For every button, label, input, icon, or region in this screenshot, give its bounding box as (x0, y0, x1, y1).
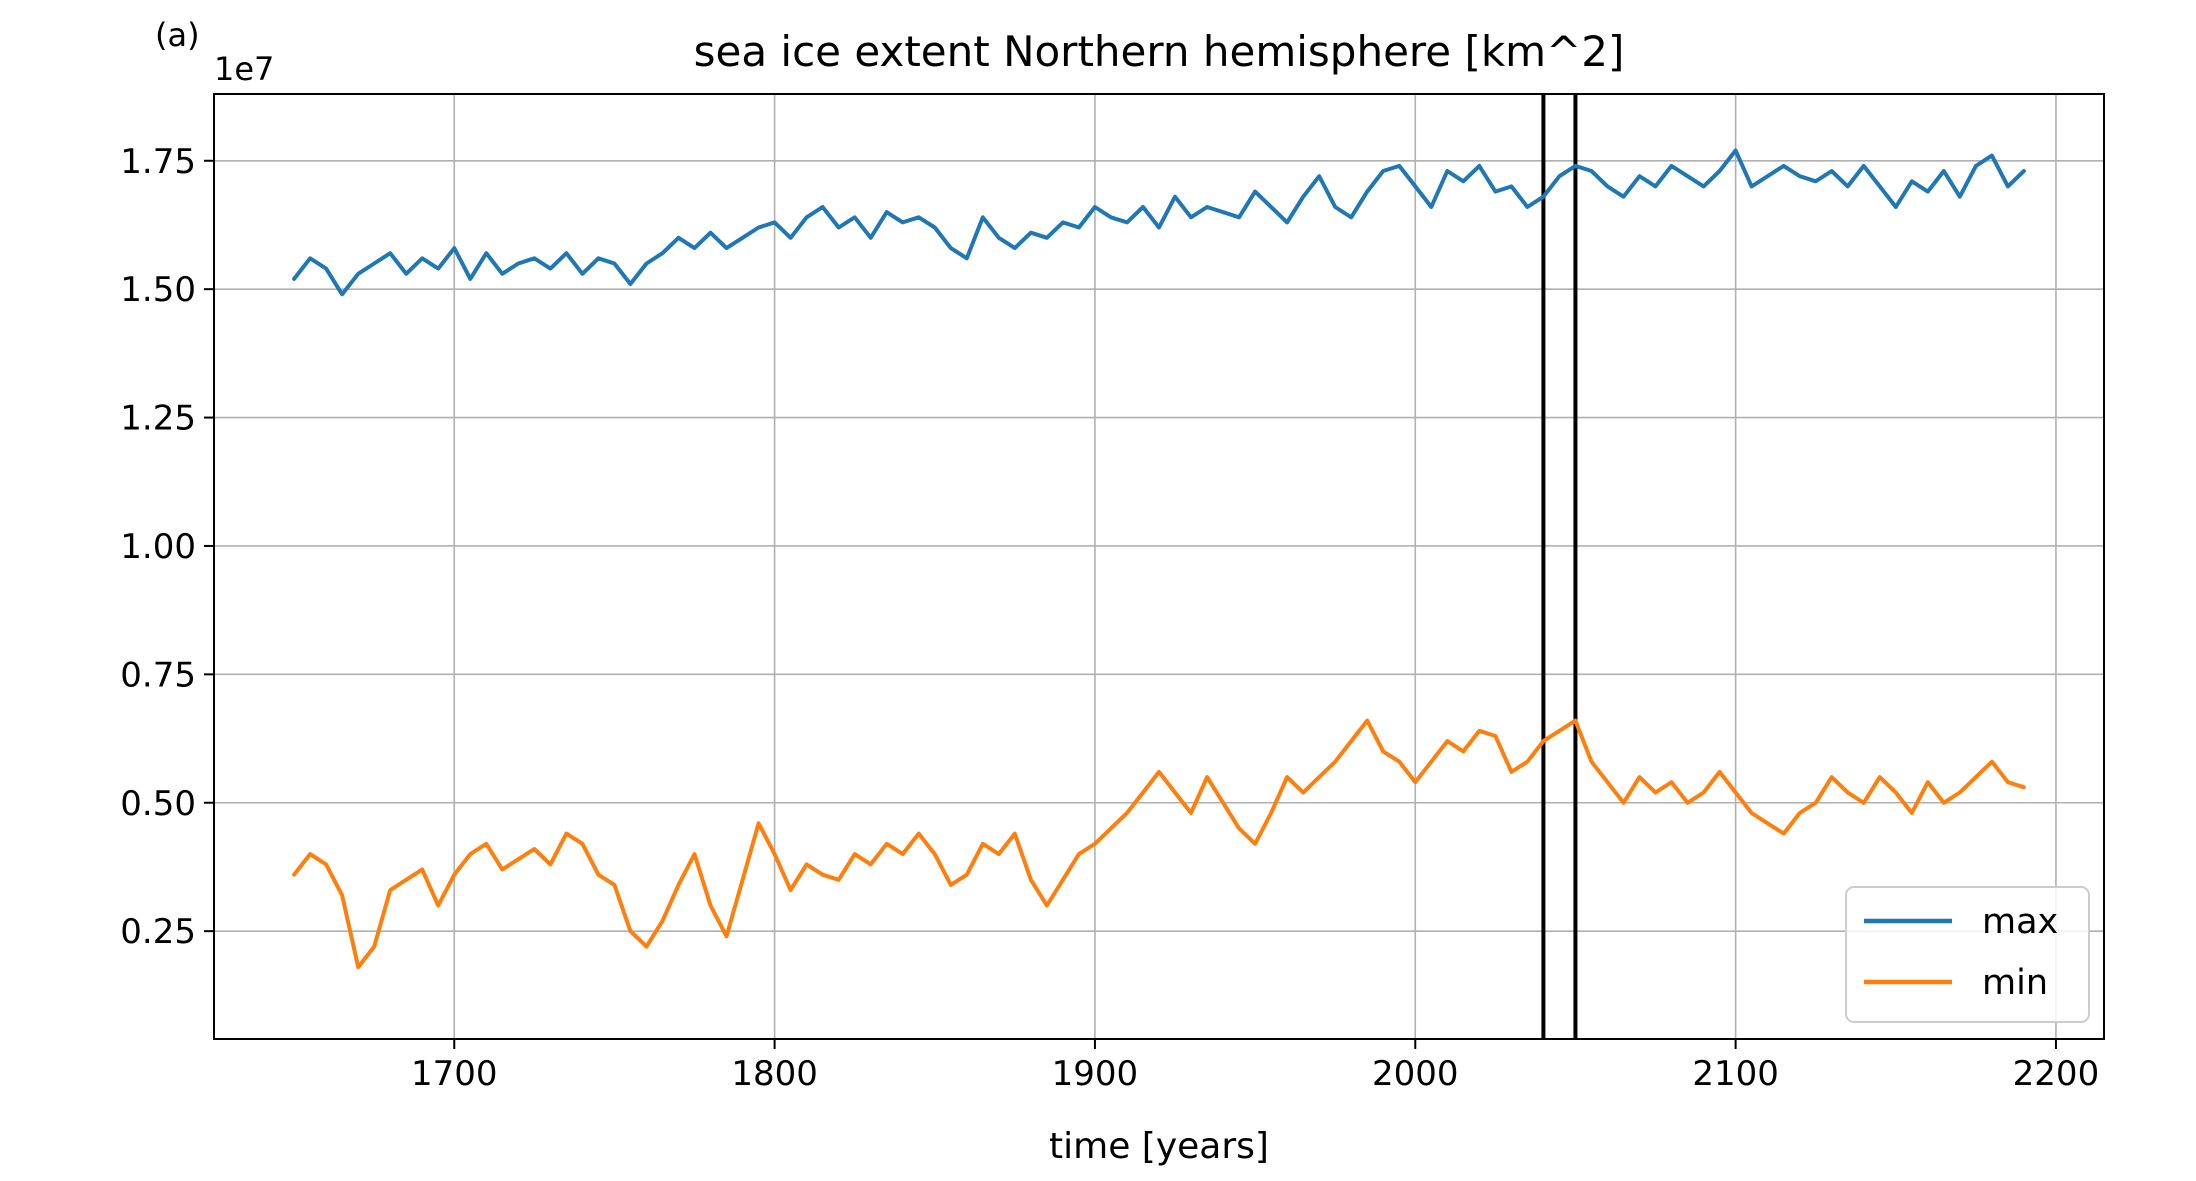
y-tick-label: 0.75 (120, 655, 196, 695)
panel-label: (a) (155, 16, 200, 54)
x-axis-ticks: 1700 1800 1900 2000 2100 2200 (411, 1039, 2099, 1094)
series-line-min (292, 718, 2026, 970)
legend-label-max: max (1982, 902, 2058, 942)
x-tick-label: 1900 (1052, 1054, 1139, 1094)
x-tick-label: 1700 (411, 1054, 498, 1094)
y-offset-label: 1e7 (214, 50, 274, 88)
x-tick-label: 2100 (1692, 1054, 1779, 1094)
y-axis-ticks: 0.25 0.50 0.75 1.00 1.25 1.50 1.75 (120, 142, 214, 952)
x-axis-label: time [years] (1049, 1126, 1269, 1167)
y-tick-label: 0.25 (120, 912, 196, 952)
plot-frame (213, 93, 2105, 1040)
chart-title: sea ice extent Northern hemisphere [km^2… (694, 27, 1625, 76)
y-tick-label: 1.25 (120, 399, 196, 439)
y-tick-label: 1.00 (120, 527, 196, 567)
vertical-markers (1541, 94, 1578, 1039)
series-line-max (292, 148, 2026, 297)
y-tick-label: 1.75 (120, 142, 196, 182)
legend-label-min: min (1982, 963, 2048, 1003)
series-lines (292, 148, 2026, 970)
y-tick-label: 1.50 (120, 270, 196, 310)
x-tick-label: 2000 (1372, 1054, 1459, 1094)
x-tick-label: 2200 (2013, 1054, 2100, 1094)
x-tick-label: 1800 (731, 1054, 818, 1094)
legend: max min (1845, 886, 2090, 1023)
grid (214, 94, 2104, 1039)
y-tick-label: 0.50 (120, 784, 196, 824)
